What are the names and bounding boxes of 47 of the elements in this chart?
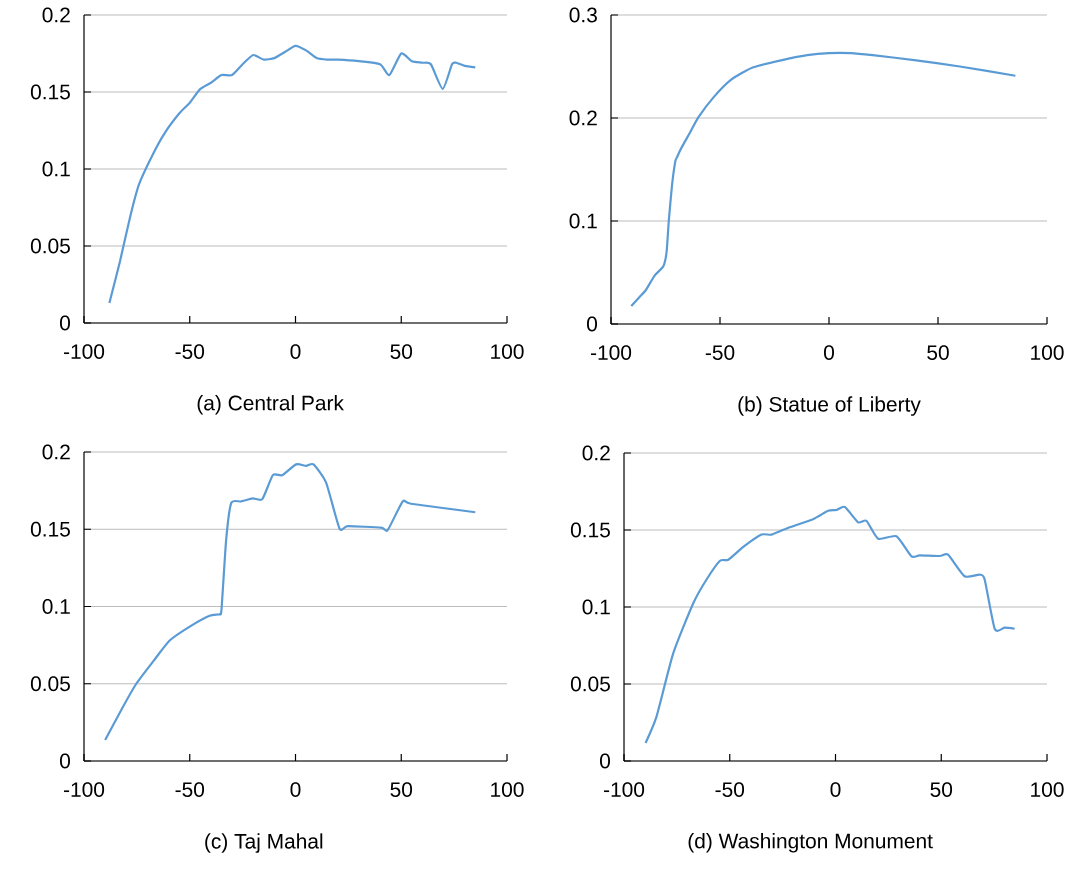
- y-tick-label: 0: [60, 315, 70, 331]
- y-tick-label: 0.1: [42, 599, 70, 614]
- x-tick-label: -50: [175, 344, 205, 359]
- x-tick-label: -100: [590, 345, 632, 360]
- y-tick-label: 0.3: [569, 7, 597, 23]
- y-tick-label: 0: [587, 316, 598, 332]
- x-tick-label: -50: [715, 782, 745, 797]
- x-tick-label: 50: [390, 344, 413, 359]
- y-tick-label: 0.05: [570, 676, 610, 692]
- x-tick-label: 50: [927, 345, 949, 360]
- y-tick-label: 0.15: [30, 84, 70, 100]
- x-tick-label: -50: [705, 345, 735, 360]
- y-tick-label: 0.1: [569, 213, 597, 229]
- x-tick-label: -100: [603, 782, 645, 797]
- text: (b) Statue of Liberty: [738, 396, 921, 416]
- line-series: [644, 505, 1016, 745]
- x-tick-label: 0: [290, 344, 301, 359]
- y-tick-label: 0.05: [30, 676, 70, 692]
- x-tick-label: 50: [390, 782, 413, 797]
- text: (a) Central Park: [197, 395, 344, 415]
- y-tick-label: 0.1: [42, 161, 70, 177]
- x-tick-label: 100: [1031, 782, 1064, 797]
- x-tick-label: -100: [63, 782, 105, 797]
- x-tick-label: -50: [175, 782, 205, 797]
- y-tick-label: 0.2: [569, 110, 597, 126]
- y-tick-label: 0.2: [42, 7, 70, 23]
- x-tick-label: 50: [930, 782, 953, 797]
- x-tick-label: 100: [491, 782, 524, 797]
- y-tick-label: 0.15: [570, 522, 610, 538]
- y-tick-label: 0.1: [582, 599, 610, 615]
- x-tick-label: 0: [830, 782, 841, 797]
- x-tick-label: 100: [1031, 345, 1064, 360]
- x-tick-label: 0: [824, 345, 834, 360]
- y-tick-label: 0.2: [42, 444, 70, 460]
- y-tick-label: 0.15: [30, 521, 70, 537]
- y-tick-label: 0.2: [582, 445, 610, 461]
- line-series: [104, 462, 477, 742]
- line-series: [108, 44, 477, 305]
- text: (c) Taj Mahal: [205, 833, 323, 853]
- y-tick-label: 0: [60, 753, 70, 769]
- x-tick-label: -100: [63, 344, 105, 359]
- text: (d) Washington Monument: [688, 833, 933, 853]
- line-series: [630, 51, 1017, 308]
- y-tick-label: 0.05: [30, 238, 70, 254]
- x-tick-label: 100: [491, 344, 524, 359]
- y-tick-label: 0: [600, 753, 611, 769]
- x-tick-label: 0: [290, 782, 301, 797]
